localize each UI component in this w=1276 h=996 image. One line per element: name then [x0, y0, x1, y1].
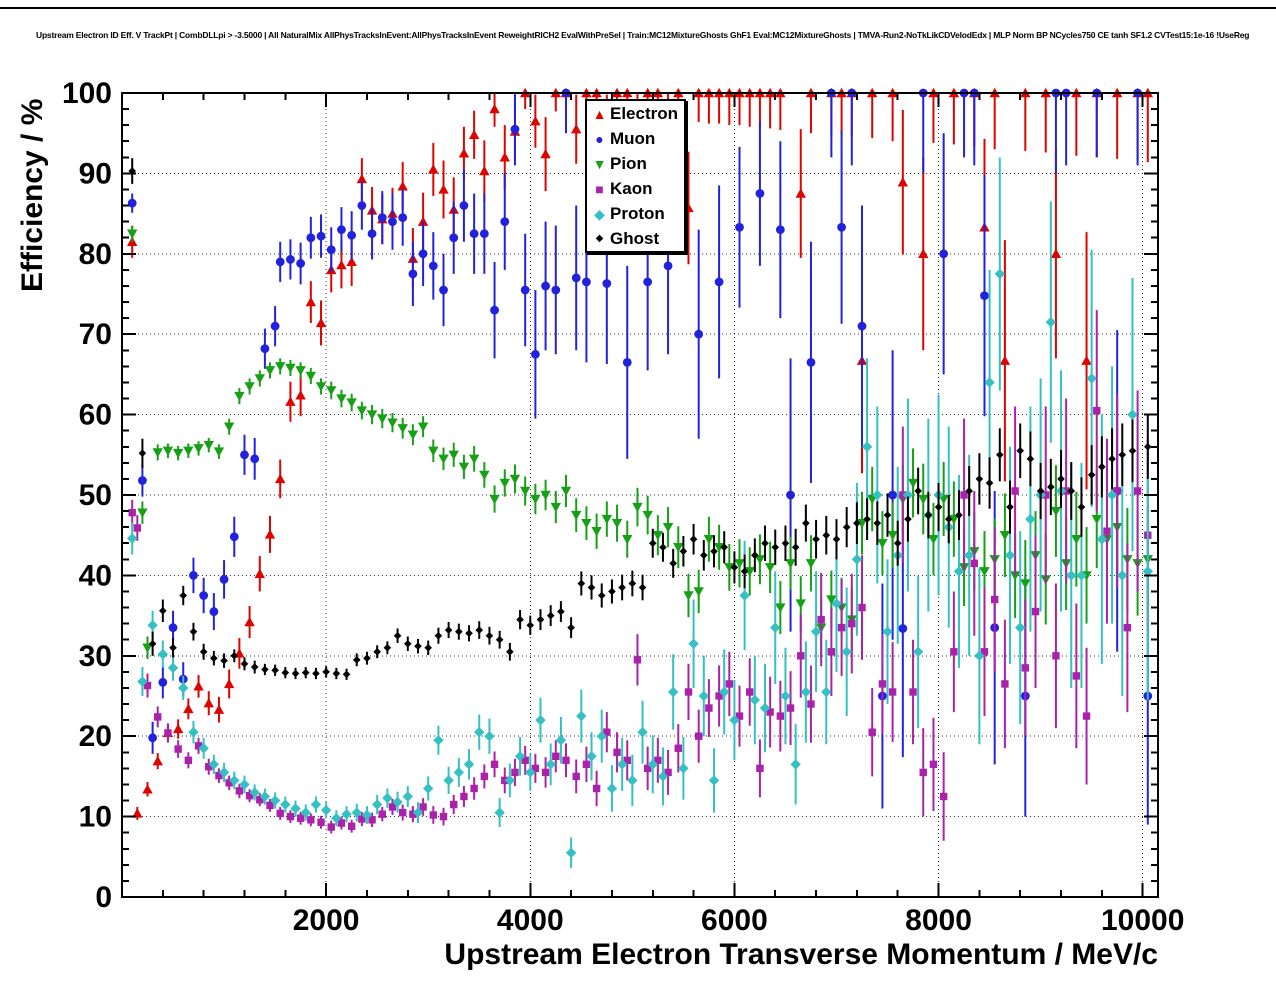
svg-text:60: 60: [79, 399, 112, 432]
svg-text:8000: 8000: [905, 904, 972, 937]
plot-title: Upstream Electron ID Eff. V TrackPt | Co…: [36, 30, 1250, 40]
legend-label: Proton: [610, 203, 665, 223]
legend-entry-proton: ◆ Proton: [587, 201, 684, 226]
legend-entry-kaon: ■ Kaon: [587, 176, 684, 201]
kaon-marker-icon: ■: [595, 180, 604, 197]
legend-label: Kaon: [610, 178, 653, 198]
y-axis-tick-labels: 0 10 20 30 40 50 60 70 80 90 100: [62, 77, 112, 914]
legend: ▲ Electron ● Muon ▼ Pion ■ Kaon ◆ Proton ◆ Ghost: [585, 99, 686, 253]
svg-text:100: 100: [62, 77, 112, 110]
svg-text:50: 50: [79, 479, 112, 512]
svg-text:6000: 6000: [701, 904, 768, 937]
svg-text:0: 0: [95, 881, 112, 914]
svg-text:2000: 2000: [293, 904, 360, 937]
proton-marker-icon: ◆: [594, 205, 605, 222]
svg-text:4000: 4000: [497, 904, 564, 937]
legend-label: Ghost: [610, 228, 660, 248]
legend-entry-pion: ▼ Pion: [587, 151, 684, 176]
legend-entry-electron: ▲ Electron: [587, 101, 684, 126]
canvas-top-border: [0, 7, 1276, 9]
ghost-marker-icon: ◆: [595, 232, 604, 244]
legend-label: Muon: [610, 128, 656, 148]
svg-text:70: 70: [79, 318, 112, 351]
legend-entry-ghost: ◆ Ghost: [587, 226, 684, 251]
pion-marker-icon: ▼: [592, 155, 607, 172]
legend-entry-muon: ● Muon: [587, 126, 684, 151]
svg-text:80: 80: [79, 238, 112, 271]
muon-marker-icon: ●: [595, 130, 604, 147]
legend-label: Pion: [610, 153, 647, 173]
series-kaon: [128, 310, 1152, 841]
axis-ticks: [121, 92, 1158, 898]
x-axis-tick-labels: 2000 4000 6000 8000 10000: [293, 904, 1185, 937]
series-ghost: [128, 158, 1152, 680]
svg-text:10000: 10000: [1101, 904, 1184, 937]
svg-text:90: 90: [79, 157, 112, 190]
legend-label: Electron: [610, 103, 679, 123]
svg-text:40: 40: [79, 559, 112, 592]
x-axis-title: Upstream Electron Transverse Momentum / …: [444, 938, 1158, 971]
svg-text:20: 20: [79, 720, 112, 753]
svg-text:10: 10: [79, 801, 112, 834]
svg-text:30: 30: [79, 640, 112, 673]
y-axis-title: Efficiency / %: [16, 98, 49, 292]
electron-marker-icon: ▲: [592, 105, 607, 122]
